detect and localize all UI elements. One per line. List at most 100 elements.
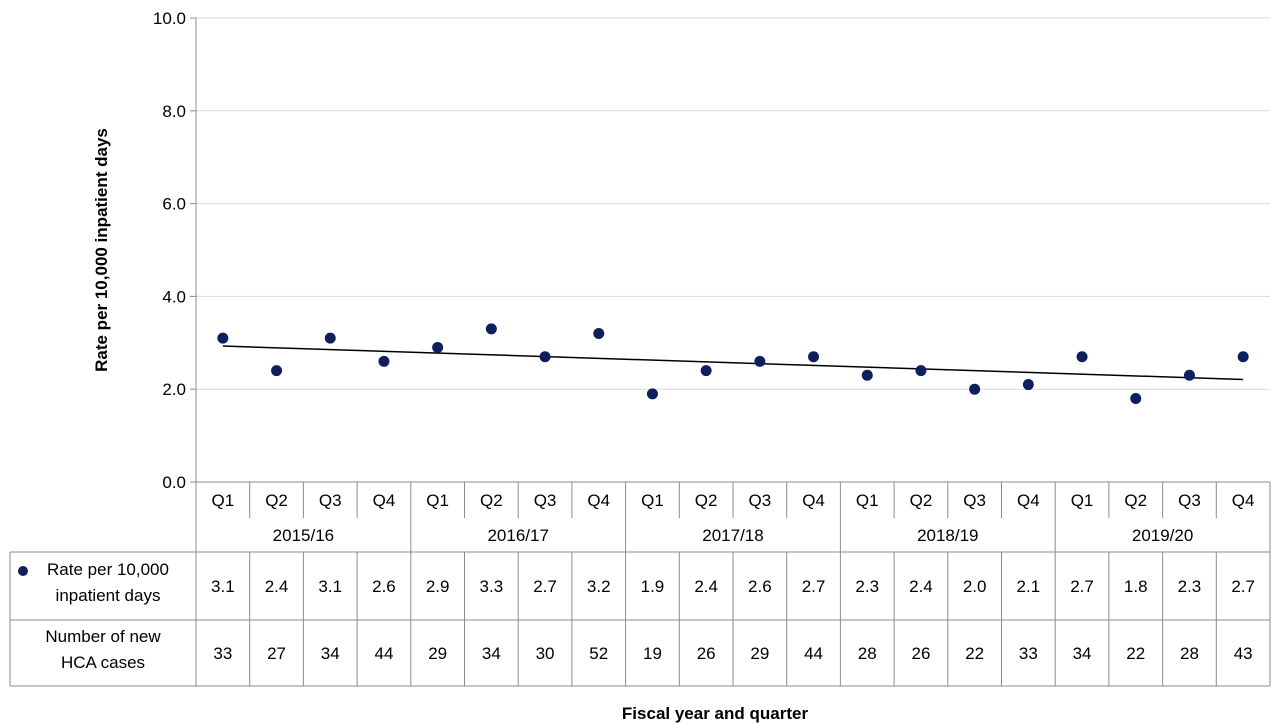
table-row-label: Rate per 10,000: [47, 560, 169, 579]
table-cell: 44: [374, 644, 393, 663]
trendline: [222, 345, 1244, 381]
data-point: [324, 332, 336, 344]
data-point: [861, 369, 873, 381]
data-point: [969, 383, 981, 395]
table-cell: 28: [858, 644, 877, 663]
table-cell: 33: [1019, 644, 1038, 663]
table-cell: 2.7: [1231, 577, 1255, 596]
x-tick-label-year: 2019/20: [1132, 526, 1193, 545]
data-point: [754, 355, 766, 367]
data-point: [432, 341, 444, 353]
y-axis-title: Rate per 10,000 inpatient days: [92, 128, 111, 372]
table-cell: 26: [911, 644, 930, 663]
table-cell: 1.9: [641, 577, 665, 596]
gridlines: [196, 17, 1270, 390]
table-cell: 19: [643, 644, 662, 663]
data-point: [271, 365, 283, 377]
table-cell: 3.1: [318, 577, 342, 596]
x-tick-label-quarter: Q4: [802, 491, 825, 510]
data-point: [915, 365, 927, 377]
y-tick-labels: 0.0 2.0 4.0 6.0 8.0 10.0: [153, 9, 186, 492]
x-tick-label-quarter: Q2: [910, 491, 933, 510]
x-tick-label-quarter: Q4: [1232, 491, 1255, 510]
table-cell: 29: [750, 644, 769, 663]
table-cell: 2.7: [802, 577, 826, 596]
table-cell: 2.4: [909, 577, 933, 596]
x-tick-label-quarter: Q3: [319, 491, 342, 510]
table-row-label: HCA cases: [61, 653, 145, 672]
table-cell: 2.9: [426, 577, 450, 596]
x-tick-label-quarter: Q2: [480, 491, 503, 510]
x-tick-label-quarter: Q2: [1124, 491, 1147, 510]
y-tick-label: 4.0: [162, 287, 186, 306]
table-cell: 34: [321, 644, 340, 663]
x-tick-label-quarter: Q3: [1178, 491, 1201, 510]
table-cell: 43: [1234, 644, 1253, 663]
table-cell: 29: [428, 644, 447, 663]
x-tick-label-quarter: Q1: [212, 491, 235, 510]
data-point: [217, 332, 229, 344]
x-tick-label-year: 2018/19: [917, 526, 978, 545]
y-tick-label: 8.0: [162, 102, 186, 121]
table-cell: 3.3: [480, 577, 504, 596]
x-tick-label-year: 2015/16: [273, 526, 334, 545]
table-cell: 44: [804, 644, 823, 663]
table-cell: 26: [697, 644, 716, 663]
table-cell: 2.3: [855, 577, 879, 596]
axes: [190, 17, 197, 483]
table-cell: 34: [1073, 644, 1092, 663]
table-cell: 2.4: [265, 577, 289, 596]
x-tick-label-quarter: Q1: [426, 491, 449, 510]
table-cell: 22: [1126, 644, 1145, 663]
x-tick-label-quarter: Q3: [534, 491, 557, 510]
data-point: [1237, 351, 1249, 363]
data-points: [217, 323, 1249, 404]
table-cell: 2.6: [372, 577, 396, 596]
table-cell: 2.6: [748, 577, 772, 596]
x-tick-label-quarter: Q1: [856, 491, 879, 510]
trendline-group: [222, 345, 1244, 381]
x-tick-label-quarter: Q3: [963, 491, 986, 510]
table-cell: 30: [536, 644, 555, 663]
table-row-label: inpatient days: [56, 586, 161, 605]
data-point: [808, 351, 820, 363]
table-cell: 2.3: [1178, 577, 1202, 596]
x-tick-label-quarter: Q2: [265, 491, 288, 510]
table-cell: 2.4: [694, 577, 718, 596]
data-point: [1022, 379, 1034, 391]
x-tick-label-quarter: Q4: [587, 491, 610, 510]
data-point: [539, 351, 551, 363]
table-cell: 52: [589, 644, 608, 663]
data-point: [1076, 351, 1088, 363]
table-row-label: Number of new: [45, 627, 161, 646]
data-point: [485, 323, 497, 335]
x-tick-label-quarter: Q4: [1017, 491, 1040, 510]
data-point: [700, 365, 712, 377]
data-table: Q1 Q2 Q3 Q4 Q1 Q2 Q3 Q4 Q1 Q2 Q3 Q4 Q1 Q2 Q3 Q4 Q1 Q2 Q3 Q4…: [9, 481, 1271, 687]
x-tick-label-year: 2016/17: [487, 526, 548, 545]
data-point: [593, 328, 605, 340]
table-cell: 2.7: [1070, 577, 1094, 596]
y-tick-label: 2.0: [162, 380, 186, 399]
data-point: [1130, 392, 1142, 404]
y-tick-label: 10.0: [153, 9, 186, 28]
x-tick-label-quarter: Q2: [695, 491, 718, 510]
x-tick-label-quarter: Q1: [641, 491, 664, 510]
data-point: [646, 388, 658, 400]
x-tick-label-quarter: Q1: [1071, 491, 1094, 510]
x-tick-label-year: 2017/18: [702, 526, 763, 545]
data-point: [1183, 369, 1195, 381]
table-cell: 22: [965, 644, 984, 663]
y-tick-label: 6.0: [162, 195, 186, 214]
x-tick-label-quarter: Q4: [373, 491, 396, 510]
table-cell: 3.2: [587, 577, 611, 596]
table-cell: 27: [267, 644, 286, 663]
table-cell: 1.8: [1124, 577, 1148, 596]
y-tick-label: 0.0: [162, 473, 186, 492]
legend-marker: [18, 566, 28, 576]
x-axis-title: Fiscal year and quarter: [622, 704, 809, 723]
table-cell: 28: [1180, 644, 1199, 663]
table-cell: 2.7: [533, 577, 557, 596]
table-cell: 2.0: [963, 577, 987, 596]
